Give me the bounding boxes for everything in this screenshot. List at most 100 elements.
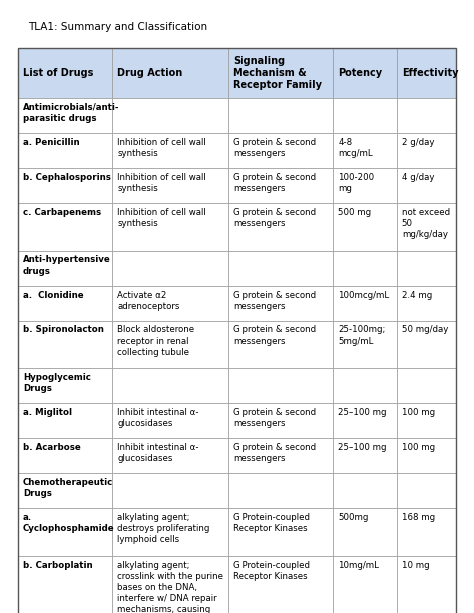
Bar: [333, 98, 397, 133]
Bar: [228, 368, 333, 403]
Bar: [18, 555, 112, 613]
Text: Inhibition of cell wall
synthesis: Inhibition of cell wall synthesis: [117, 173, 206, 193]
Text: Inhibit intestinal α-
glucosidases: Inhibit intestinal α- glucosidases: [117, 408, 199, 428]
Text: G protein & second
messengers: G protein & second messengers: [233, 173, 316, 193]
Bar: [18, 251, 112, 286]
Bar: [397, 368, 456, 403]
Bar: [333, 508, 397, 555]
Text: 50 mg/day: 50 mg/day: [402, 326, 448, 335]
Text: G protein & second
messengers: G protein & second messengers: [233, 291, 316, 311]
Bar: [112, 403, 228, 438]
Text: 2 g/day: 2 g/day: [402, 138, 434, 147]
Text: G protein & second
messengers: G protein & second messengers: [233, 326, 316, 346]
Bar: [333, 555, 397, 613]
Bar: [18, 473, 112, 508]
Bar: [333, 438, 397, 473]
Text: alkylating agent;
destroys proliferating
lymphoid cells: alkylating agent; destroys proliferating…: [117, 513, 210, 544]
Text: 10mg/mL: 10mg/mL: [338, 560, 379, 569]
Bar: [18, 168, 112, 203]
Text: 100mcg/mL: 100mcg/mL: [338, 291, 390, 300]
Bar: [333, 286, 397, 321]
Bar: [18, 98, 112, 133]
Bar: [397, 251, 456, 286]
Text: Inhibition of cell wall
synthesis: Inhibition of cell wall synthesis: [117, 208, 206, 228]
Bar: [333, 251, 397, 286]
Text: b. Cephalosporins: b. Cephalosporins: [23, 173, 111, 182]
Text: alkylating agent;
crosslink with the purine
bases on the DNA,
interfere w/ DNA r: alkylating agent; crosslink with the pur…: [117, 560, 223, 613]
Text: Inhibition of cell wall
synthesis: Inhibition of cell wall synthesis: [117, 138, 206, 158]
Text: G protein & second
messengers: G protein & second messengers: [233, 138, 316, 158]
Bar: [333, 203, 397, 251]
Bar: [228, 48, 333, 98]
Bar: [228, 98, 333, 133]
Bar: [397, 403, 456, 438]
Bar: [112, 368, 228, 403]
Bar: [112, 508, 228, 555]
Text: b. Spironolacton: b. Spironolacton: [23, 326, 104, 335]
Bar: [397, 321, 456, 368]
Bar: [333, 133, 397, 168]
Bar: [397, 48, 456, 98]
Text: 4-8
mcg/mL: 4-8 mcg/mL: [338, 138, 373, 158]
Bar: [397, 203, 456, 251]
Bar: [112, 251, 228, 286]
Bar: [333, 48, 397, 98]
Bar: [228, 168, 333, 203]
Text: 25–100 mg: 25–100 mg: [338, 408, 387, 417]
Text: a.  Clonidine: a. Clonidine: [23, 291, 83, 300]
Text: a. Miglitol: a. Miglitol: [23, 408, 72, 417]
Text: Anti-hypertensive
drugs: Anti-hypertensive drugs: [23, 256, 111, 276]
Bar: [112, 203, 228, 251]
Text: 500mg: 500mg: [338, 513, 369, 522]
Text: b. Carboplatin: b. Carboplatin: [23, 560, 92, 569]
Bar: [397, 286, 456, 321]
Text: Signaling
Mechanism &
Receptor Family: Signaling Mechanism & Receptor Family: [233, 56, 322, 90]
Bar: [333, 168, 397, 203]
Bar: [112, 438, 228, 473]
Text: G protein & second
messengers: G protein & second messengers: [233, 408, 316, 428]
Text: 2.4 mg: 2.4 mg: [402, 291, 432, 300]
Bar: [112, 48, 228, 98]
Bar: [333, 368, 397, 403]
Bar: [112, 473, 228, 508]
Text: 100 mg: 100 mg: [402, 408, 435, 417]
Bar: [397, 473, 456, 508]
Bar: [18, 321, 112, 368]
Bar: [397, 555, 456, 613]
Bar: [112, 286, 228, 321]
Text: 168 mg: 168 mg: [402, 513, 435, 522]
Bar: [228, 403, 333, 438]
Bar: [397, 168, 456, 203]
Bar: [333, 403, 397, 438]
Bar: [18, 133, 112, 168]
Text: Block aldosterone
receptor in renal
collecting tubule: Block aldosterone receptor in renal coll…: [117, 326, 194, 357]
Text: G protein & second
messengers: G protein & second messengers: [233, 208, 316, 228]
Text: 25–100 mg: 25–100 mg: [338, 443, 387, 452]
Bar: [18, 438, 112, 473]
Bar: [228, 321, 333, 368]
Text: b. Acarbose: b. Acarbose: [23, 443, 81, 452]
Bar: [112, 555, 228, 613]
Text: Activate α2
adrenoceptors: Activate α2 adrenoceptors: [117, 291, 180, 311]
Text: Drug Action: Drug Action: [117, 68, 182, 78]
Text: Inhibit intestinal α-
glucosidases: Inhibit intestinal α- glucosidases: [117, 443, 199, 463]
Text: a. Penicillin: a. Penicillin: [23, 138, 80, 147]
Bar: [18, 203, 112, 251]
Bar: [397, 133, 456, 168]
Bar: [112, 321, 228, 368]
Bar: [397, 98, 456, 133]
Text: 500 mg: 500 mg: [338, 208, 372, 217]
Bar: [18, 286, 112, 321]
Bar: [228, 473, 333, 508]
Bar: [18, 403, 112, 438]
Bar: [397, 438, 456, 473]
Bar: [228, 438, 333, 473]
Text: G Protein-coupled
Receptor Kinases: G Protein-coupled Receptor Kinases: [233, 513, 310, 533]
Text: a.
Cyclophosphamide: a. Cyclophosphamide: [23, 513, 115, 533]
Bar: [333, 473, 397, 508]
Text: TLA1: Summary and Classification: TLA1: Summary and Classification: [28, 22, 207, 32]
Bar: [333, 321, 397, 368]
Text: c. Carbapenems: c. Carbapenems: [23, 208, 101, 217]
Text: 100-200
mg: 100-200 mg: [338, 173, 374, 193]
Bar: [228, 286, 333, 321]
